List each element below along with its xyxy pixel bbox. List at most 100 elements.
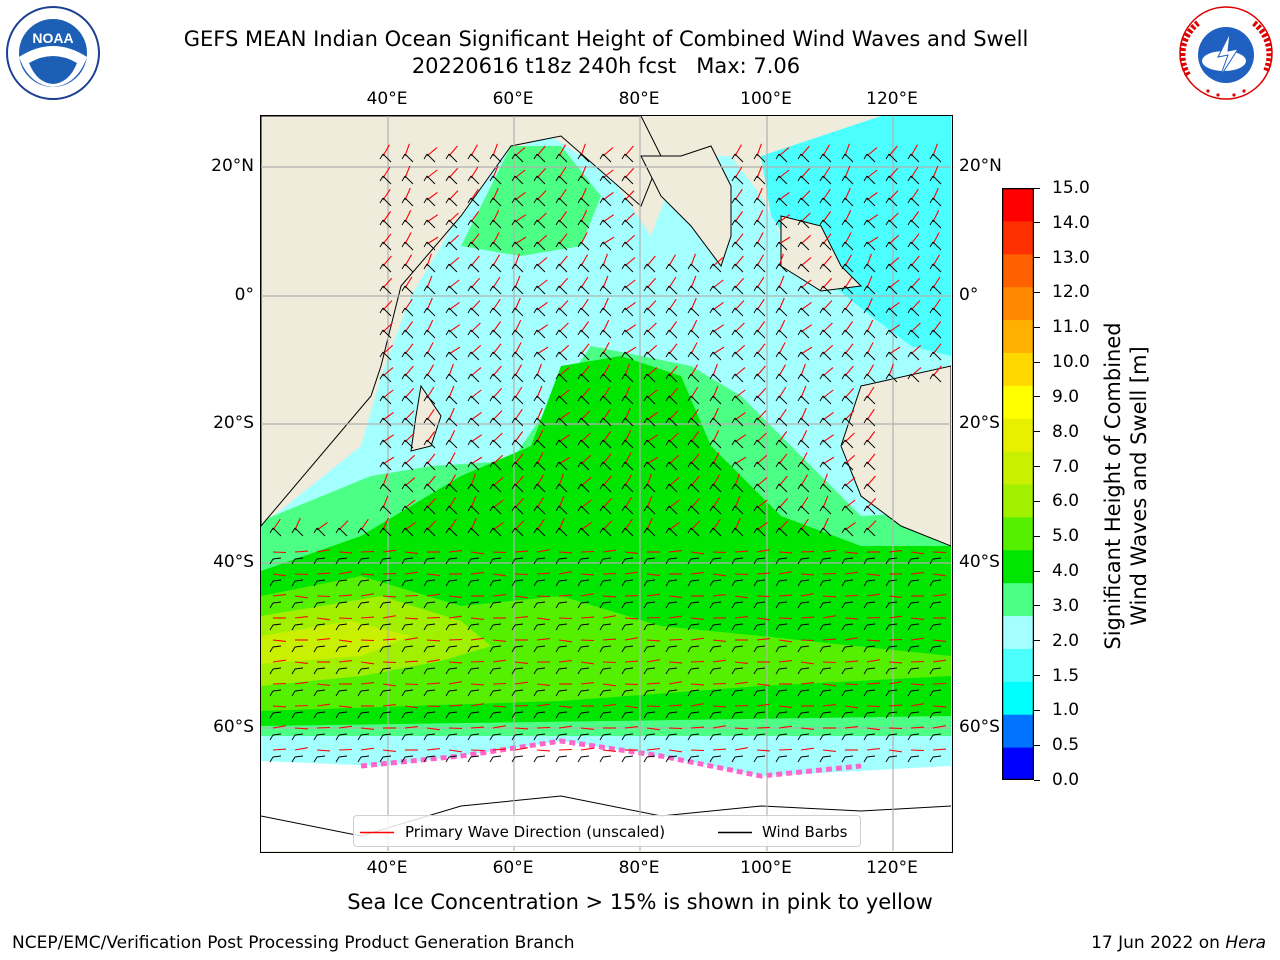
wave-direction-arrow <box>492 499 504 509</box>
wind-barb <box>753 711 766 719</box>
wind-barb <box>753 755 766 763</box>
wind-barb <box>907 351 920 361</box>
wave-direction-arrow <box>800 616 815 619</box>
wave-direction-arrow <box>382 166 391 179</box>
wave-direction-arrow <box>558 300 569 311</box>
wave-direction-arrow <box>558 725 572 729</box>
wave-direction-arrow <box>690 637 704 641</box>
chart-title: GEFS MEAN Indian Ocean Significant Heigh… <box>183 27 1029 51</box>
wind-barb <box>885 351 898 361</box>
wind-barb <box>401 307 414 317</box>
wind-barb <box>621 733 634 741</box>
wind-barb <box>379 175 392 185</box>
wave-direction-arrow <box>844 365 854 377</box>
wind-barb <box>467 219 480 229</box>
wave-direction-arrow <box>448 234 460 245</box>
wind-barb <box>577 711 590 719</box>
wind-barb <box>379 439 392 449</box>
wave-direction-arrow <box>536 518 545 531</box>
wave-direction-arrow <box>382 572 397 575</box>
wave-direction-arrow <box>932 551 947 554</box>
wave-direction-arrow <box>602 275 609 289</box>
colorbar-tick-mark <box>1034 605 1040 607</box>
wave-direction-arrow <box>536 749 551 752</box>
wave-direction-arrow <box>624 637 638 641</box>
wind-barb <box>709 373 722 383</box>
wave-direction-arrow <box>646 367 658 377</box>
wave-direction-arrow <box>822 473 828 487</box>
wind-barb <box>797 329 810 339</box>
wave-direction-arrow <box>558 660 572 663</box>
wave-direction-arrow <box>536 638 550 641</box>
wind-barb <box>775 197 788 207</box>
wind-barb <box>401 483 414 493</box>
wind-barb <box>401 329 414 339</box>
wind-barb <box>841 285 854 295</box>
wind-barb <box>379 711 392 719</box>
wave-direction-arrow <box>800 167 811 179</box>
wind-barb <box>357 711 370 719</box>
wave-direction-arrow <box>690 453 700 465</box>
wave-direction-arrow <box>558 255 568 267</box>
wave-direction-arrow <box>558 473 564 487</box>
wave-direction-arrow <box>492 705 507 708</box>
wind-barb <box>401 197 414 207</box>
wind-barb <box>709 711 722 719</box>
wind-barb <box>489 373 502 383</box>
wind-barb <box>907 623 920 631</box>
wave-direction-arrow <box>404 551 418 554</box>
wave-direction-arrow <box>822 277 833 289</box>
wave-direction-arrow <box>734 389 746 399</box>
wave-direction-arrow <box>404 365 414 377</box>
wind-barb <box>511 623 524 631</box>
wave-direction-arrow <box>514 275 521 289</box>
wind-barb <box>335 689 348 697</box>
wind-barb <box>885 711 898 719</box>
footer-date-text: 17 Jun 2022 on <box>1091 933 1226 953</box>
wind-barb <box>753 285 766 295</box>
wave-direction-arrow <box>492 365 502 377</box>
wind-barb <box>929 175 942 185</box>
wave-direction-arrow <box>580 321 590 333</box>
wind-barb <box>445 197 458 207</box>
wind-barb <box>621 755 634 763</box>
wave-direction-arrow <box>734 473 740 487</box>
wind-barb <box>313 755 326 763</box>
wind-barb <box>489 439 502 449</box>
wind-barb <box>313 601 326 609</box>
wave-direction-arrow <box>448 681 462 685</box>
wind-barb <box>775 527 788 537</box>
y-tick-right: 20°N <box>959 156 1002 176</box>
wind-barb <box>555 417 568 427</box>
wave-direction-arrow <box>734 233 744 245</box>
wind-barb <box>445 395 458 405</box>
wave-direction-arrow <box>558 434 571 443</box>
wind-barb <box>423 557 436 565</box>
wind-barb <box>665 307 678 317</box>
wave-direction-arrow <box>778 364 786 377</box>
wind-barb <box>599 483 612 493</box>
map-canvas <box>261 116 952 851</box>
wind-barb <box>533 645 546 653</box>
wind-barb <box>819 645 832 653</box>
wave-direction-arrow <box>932 165 939 179</box>
wave-direction-arrow <box>426 616 441 619</box>
wind-barb <box>511 483 524 493</box>
wave-direction-arrow <box>360 518 369 531</box>
wave-direction-arrow <box>866 659 880 663</box>
wave-direction-arrow <box>800 639 815 642</box>
wave-direction-arrow <box>492 276 501 289</box>
wind-barb <box>775 711 788 719</box>
wave-direction-arrow <box>470 300 481 311</box>
wind-barb <box>599 711 612 719</box>
wind-barb <box>863 417 876 427</box>
wind-barb <box>599 197 612 207</box>
wave-direction-arrow <box>712 518 721 531</box>
colorbar-tick-mark <box>1034 361 1040 363</box>
wave-direction-arrow <box>426 431 436 443</box>
wind-barb <box>379 285 392 295</box>
wind-barb <box>797 711 810 719</box>
wave-direction-arrow <box>580 165 587 179</box>
wave-direction-arrow <box>558 748 573 751</box>
wind-barb <box>489 667 502 675</box>
